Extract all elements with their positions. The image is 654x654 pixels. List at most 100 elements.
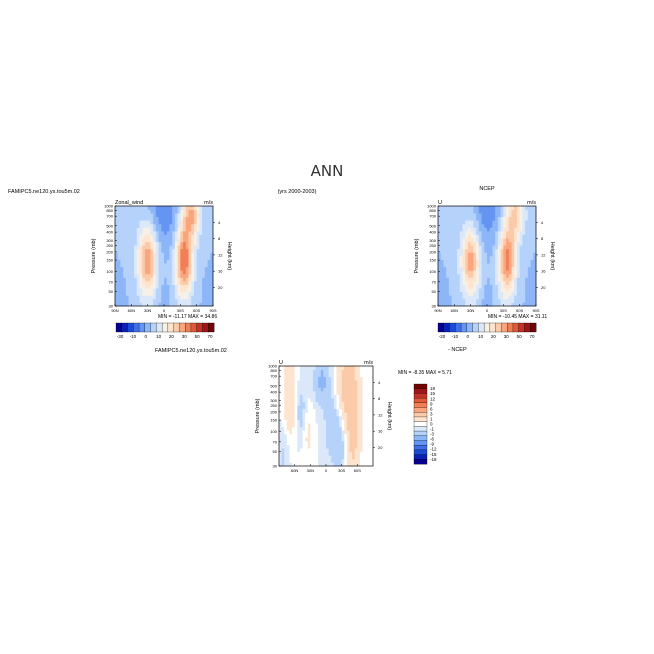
heatmap-cell [153,266,157,271]
heatmap-cell [448,288,452,293]
heatmap-cell [134,209,138,214]
heatmap-cell [328,398,332,403]
heatmap-cell [289,387,293,392]
heatmap-cell [180,220,184,225]
heatmap-cell [438,273,442,278]
heatmap-cell [323,458,327,463]
heatmap-cell [166,227,170,232]
heatmap-cell [117,284,121,289]
heatmap-cell [457,231,461,235]
heatmap-cell [470,209,474,214]
heatmap-cell [117,248,121,253]
heatmap-cell [183,220,187,225]
heatmap-cell [115,234,119,239]
heatmap-cell [153,234,157,239]
heatmap-cell [210,295,214,300]
heatmap-cell [362,419,366,424]
heatmap-cell [305,441,309,445]
heatmap-cell [359,455,363,460]
heatmap-cell [533,252,537,257]
heatmap-cell [281,401,285,406]
heatmap-cell [328,373,332,378]
heatmap-cell [142,248,146,253]
heatmap-cell [492,216,496,221]
heatmap-cell [299,419,303,424]
heatmap-cell [497,256,501,260]
heatmap-cell [346,433,350,438]
heatmap-cell [185,241,189,246]
heatmap-cell [123,213,127,218]
heatmap-cell [144,248,149,253]
heatmap-cell [155,227,159,232]
heatmap-cell [153,216,157,221]
heatmap-cell [500,238,504,243]
heatmap-cell [336,391,340,395]
lat-tick-label: 30N [144,308,151,313]
heatmap-cell [305,405,309,410]
heatmap-cell [346,437,350,442]
heatmap-cell [284,376,288,381]
heatmap-cell [292,448,296,453]
heatmap-cell [522,270,526,275]
heatmap-cell [467,259,472,264]
heatmap-cell [207,288,211,293]
heatmap-cell [320,416,324,420]
heatmap-cell [476,206,480,210]
heatmap-cell [312,441,316,445]
heatmap-cell [481,231,485,235]
heatmap-cell [210,248,214,253]
heatmap-cell [123,216,127,221]
heatmap-cell [172,281,176,285]
heatmap-cell [533,298,537,303]
heatmap-cell [134,245,138,250]
heatmap-cell [185,266,189,271]
pressure-tick-label: 150 [106,258,113,263]
heatmap-cell [326,383,329,388]
heatmap-cell [158,234,162,239]
heatmap-cell [492,227,496,232]
heatmap-cell [365,441,369,445]
heatmap-cell [527,277,531,282]
heatmap-cell [196,231,200,235]
heatmap-cell [305,369,309,374]
heatmap-cell [286,423,290,428]
heatmap-cell [155,266,159,271]
heatmap-cell [326,441,329,445]
heatmap-cell [511,302,515,307]
heatmap-cell [467,245,472,250]
heatmap-cell [281,448,285,453]
heatmap-cell [357,376,361,381]
heatmap-cell [473,259,477,264]
heatmap-cell [204,213,208,218]
heatmap-cell [344,426,348,431]
heatmap-cell [357,408,361,413]
heatmap-cell [312,423,316,428]
heatmap-cell [128,209,132,214]
heatmap-cell [210,234,214,239]
heatmap-cell [196,223,200,228]
heatmap-cell [292,462,296,467]
heatmap-cell [193,256,198,260]
heatmap-cell [462,238,466,243]
heatmap-cell [367,437,371,442]
heatmap-cell [367,433,371,438]
heatmap-cell [147,248,151,253]
heatmap-cell [169,238,173,243]
heatmap-cell [495,270,499,275]
heatmap-cell [344,441,348,445]
heatmap-cell [169,227,173,232]
heatmap-cell [284,380,288,385]
heatmap-cell [481,256,485,260]
heatmap-cell [438,216,442,221]
heatmap-cell [150,259,154,264]
heatmap-cell [465,248,469,253]
heatmap-cell [511,259,515,264]
heatmap-cell [339,366,343,370]
heatmap-cell [310,416,314,420]
heatmap-cell [297,391,301,395]
heatmap-cell [522,288,526,293]
heatmap-cell [473,302,477,307]
heatmap-cell [166,248,170,253]
heatmap-cell [519,248,523,253]
heatmap-cell [125,227,129,232]
